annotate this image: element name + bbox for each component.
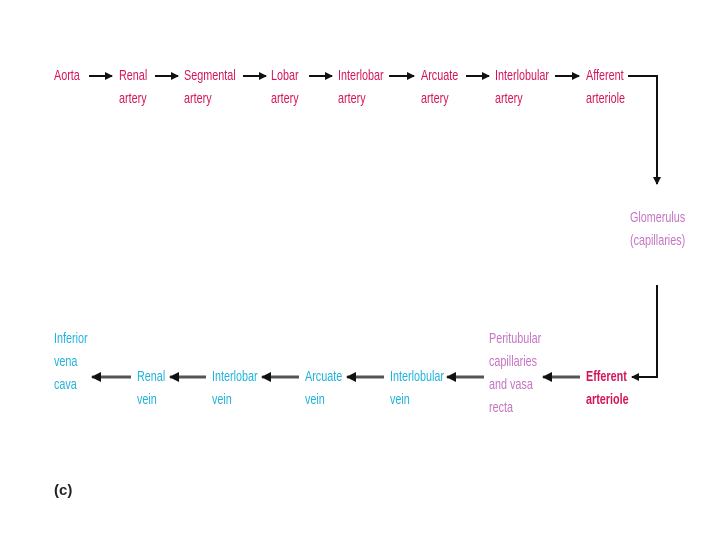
node-glomerulus: Glomerulus (capillaries) [630,209,686,249]
node-afferent-arteriole: Afferent arteriole [586,67,626,107]
arrow-glomerulus-efferent [631,285,658,381]
arrow-afferent-glomerulus [628,75,661,185]
node-lobar-artery: Lobar artery [271,67,299,107]
node-segmental-artery: Segmental artery [184,67,236,107]
node-renal-artery: Renal artery [119,67,148,107]
node-interlobar-vein: Interlobar vein [212,368,258,408]
node-aorta: Aorta [54,67,80,84]
node-arcuate-vein: Arcuate vein [305,368,343,408]
node-interlobular-artery: Interlobular artery [495,67,550,107]
node-arcuate-artery: Arcuate artery [421,67,459,107]
node-renal-vein: Renal vein [137,368,166,408]
node-inferior-vena-cava: Inferior vena cava [54,330,88,393]
node-efferent-arteriole: Efferent arteriole [586,368,629,408]
node-peritubular-capillaries: Peritubular capillaries and vasa recta [489,330,542,416]
figure-caption: (c) [54,482,73,499]
node-interlobular-vein: Interlobular vein [390,368,445,408]
node-interlobar-artery: Interlobar artery [338,67,384,107]
